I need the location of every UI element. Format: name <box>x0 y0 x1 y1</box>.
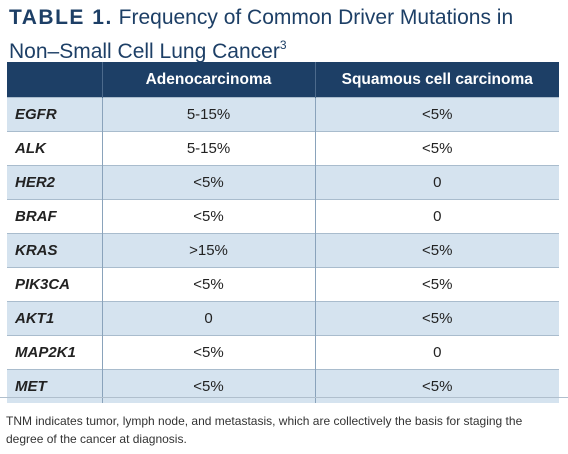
squamous-cell: 0 <box>314 335 559 370</box>
gene-cell: MAP2K1 <box>7 335 102 370</box>
gene-cell: ALK <box>7 131 102 166</box>
squamous-cell: 0 <box>314 165 559 200</box>
gene-cell: EGFR <box>7 97 102 132</box>
header-squamous: Squamous cell carcinoma <box>314 62 559 98</box>
table-title-text: Frequency of Common Driver Mutations in … <box>9 6 514 63</box>
table-row: AKT1 0 <5% <box>7 301 559 336</box>
mutation-frequency-table: Adenocarcinoma Squamous cell carcinoma E… <box>7 62 559 403</box>
reference-superscript: 3 <box>279 38 287 52</box>
gene-cell: BRAF <box>7 199 102 234</box>
gene-cell: HER2 <box>7 165 102 200</box>
header-row: Adenocarcinoma Squamous cell carcinoma <box>7 62 559 98</box>
adeno-cell: 5-15% <box>101 131 315 166</box>
squamous-cell: <5% <box>314 131 559 166</box>
adeno-cell: 5-15% <box>101 97 315 132</box>
table-row: EGFR 5-15% <5% <box>7 97 559 132</box>
table-title: TABLE 1. Frequency of Common Driver Muta… <box>9 4 559 66</box>
gene-cell: PIK3CA <box>7 267 102 302</box>
squamous-cell: <5% <box>314 233 559 268</box>
footnote: TNM indicates tumor, lymph node, and met… <box>6 414 523 446</box>
adeno-cell: <5% <box>101 199 315 234</box>
header-adenocarcinoma: Adenocarcinoma <box>101 62 315 98</box>
gene-cell: KRAS <box>7 233 102 268</box>
table-row: PIK3CA <5% <5% <box>7 267 559 302</box>
adeno-cell: <5% <box>101 267 315 302</box>
table-number: TABLE 1. <box>9 6 113 29</box>
adeno-cell: >15% <box>101 233 315 268</box>
adeno-cell: 0 <box>101 301 315 336</box>
table-row: MAP2K1 <5% 0 <box>7 335 559 370</box>
squamous-cell: <5% <box>314 267 559 302</box>
gene-cell: AKT1 <box>7 301 102 336</box>
table-row: KRAS >15% <5% <box>7 233 559 268</box>
squamous-cell: 0 <box>314 199 559 234</box>
divider <box>0 397 568 398</box>
adeno-cell: <5% <box>101 165 315 200</box>
table-row: BRAF <5% 0 <box>7 199 559 234</box>
adeno-cell: <5% <box>101 335 315 370</box>
squamous-cell: <5% <box>314 301 559 336</box>
header-gene <box>7 62 102 98</box>
squamous-cell: <5% <box>314 97 559 132</box>
table-row: HER2 <5% 0 <box>7 165 559 200</box>
table-row: ALK 5-15% <5% <box>7 131 559 166</box>
